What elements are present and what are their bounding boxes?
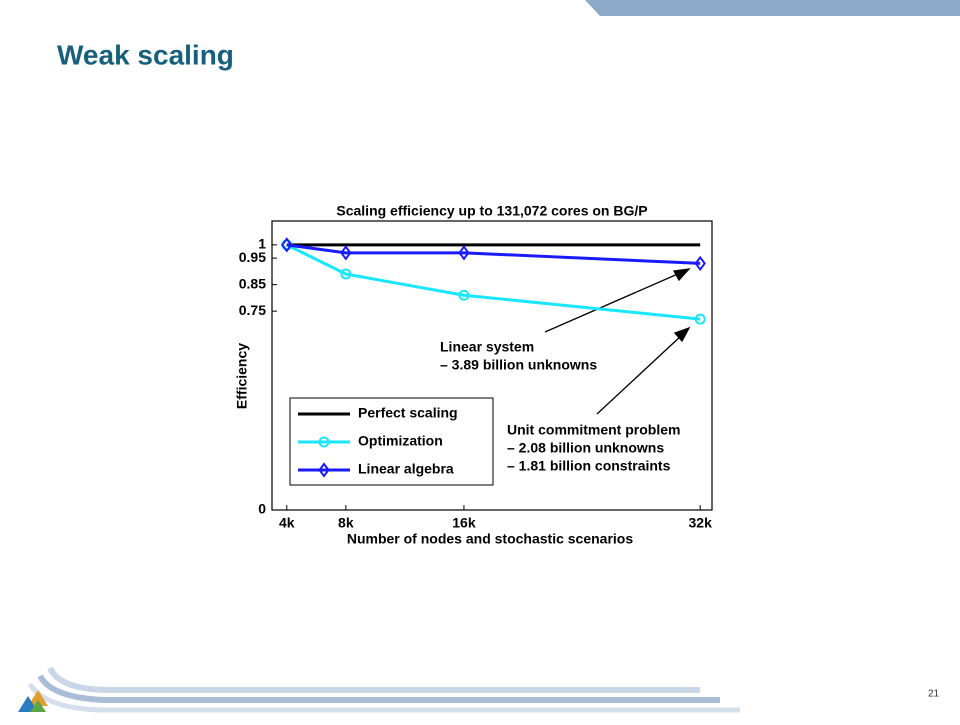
plot-frame [271,220,713,511]
legend-marker [318,436,330,448]
marker [694,255,706,272]
y-tick-label: 0.75 [239,302,266,318]
legend-label: Optimization [358,433,443,449]
marker [340,245,352,261]
y-tick-label: 0.85 [239,275,266,291]
marker [458,245,470,261]
y-axis-label: Efficiency [234,343,250,409]
marker [458,289,470,301]
y-tick-label: 0 [258,501,266,517]
page-number: 21 [928,689,940,700]
slide-title: Weak scaling [57,39,234,70]
arrows [544,268,691,415]
legend-marker [318,462,330,478]
x-axis-label: Number of nodes and stochastic scenarios [347,531,634,547]
series-line [286,243,701,321]
annotation: – 1.81 billion constraints [507,458,671,474]
annotation: – 3.89 billion unknowns [440,357,597,373]
x-tick-label: 4k [279,515,295,531]
series-line [286,243,701,265]
y-tick-label: 0.95 [239,249,266,265]
chart: Scaling efficiency up to 131,072 cores o… [234,203,713,547]
marker [340,268,352,280]
y-tick-label: 1 [258,236,266,252]
chart-title: Scaling efficiency up to 131,072 cores o… [336,203,647,219]
annotation: Unit commitment problem [507,422,680,438]
annotation: – 2.08 billion unknowns [507,440,664,456]
legend-label: Perfect scaling [358,405,458,421]
marker [694,313,706,325]
legend-label: Linear algebra [358,461,454,477]
x-tick-label: 8k [338,515,354,531]
annotation: Linear system [440,339,534,355]
footer-swoosh [18,666,740,713]
x-tick-label: 16k [452,515,476,531]
marker [281,237,293,253]
top-bar [585,0,960,16]
x-tick-label: 32k [689,515,713,531]
